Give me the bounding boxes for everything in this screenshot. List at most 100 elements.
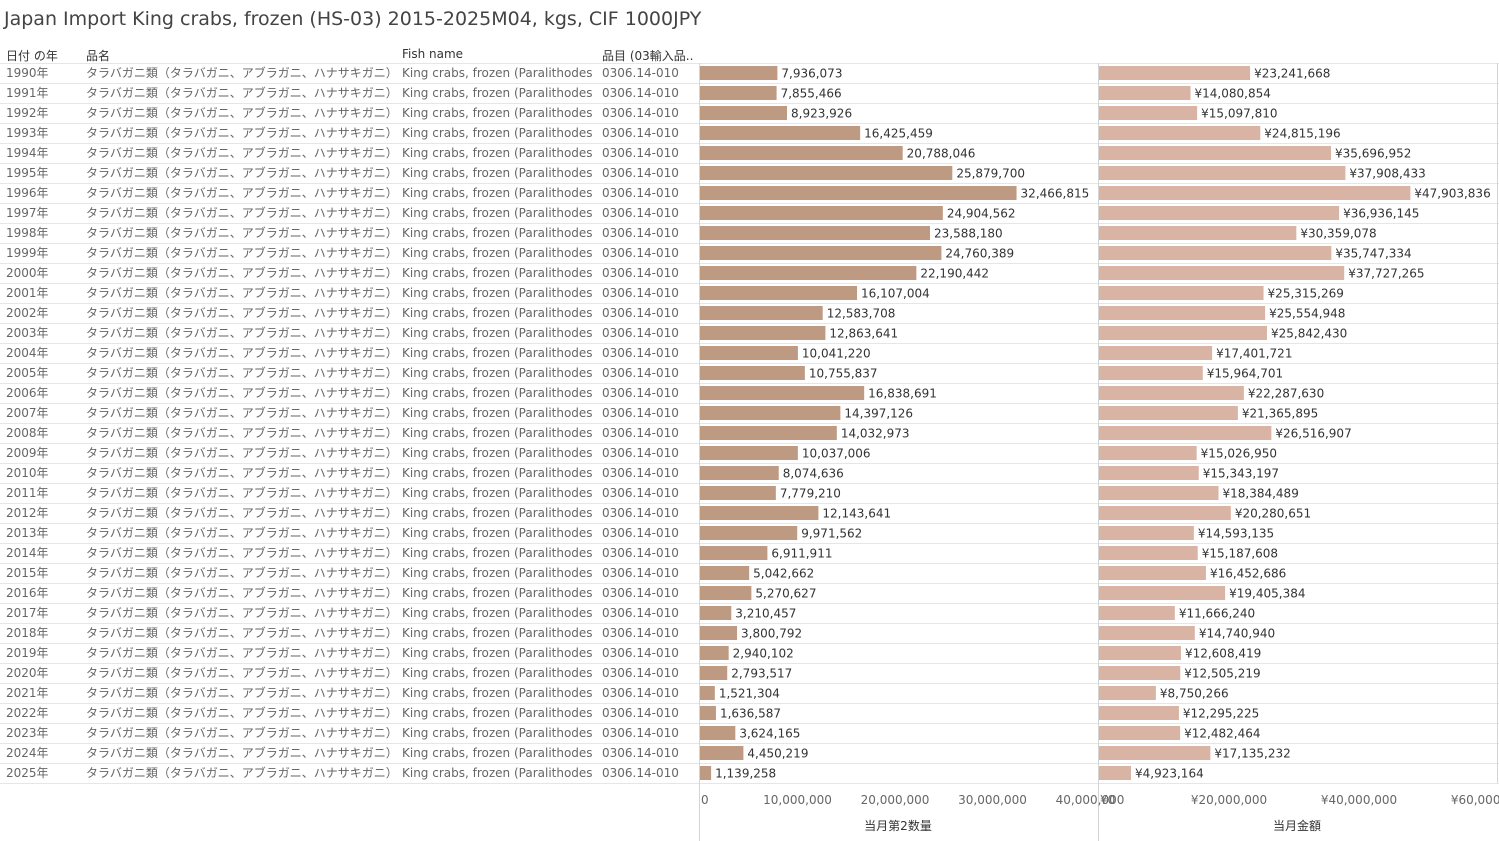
row-divider [0,483,1499,484]
qty-data-label: 5,042,662 [753,567,814,581]
qty-data-label: 7,855,466 [781,87,842,101]
value-bar [1099,426,1272,440]
qty-bar [700,646,729,660]
fish-name-cell: King crabs, frozen (Paralithodes .. [402,406,594,420]
qty-data-label: 10,041,220 [802,347,871,361]
product-cell: タラバガニ類（タラバガニ、アブラガニ、ハナサキガニ）（カニ）、.. [86,386,391,400]
fish-name-cell: King crabs, frozen (Paralithodes .. [402,286,594,300]
row-divider [0,243,1499,244]
fish-name-cell: King crabs, frozen (Paralithodes .. [402,206,594,220]
code-cell: 0306.14-010 [602,446,679,460]
product-cell: タラバガニ類（タラバガニ、アブラガニ、ハナサキガニ）（カニ）、.. [86,86,391,100]
product-cell: タラバガニ類（タラバガニ、アブラガニ、ハナサキガニ）（カニ）、.. [86,506,391,520]
product-cell: タラバガニ類（タラバガニ、アブラガニ、ハナサキガニ）（カニ）、.. [86,446,391,460]
product-cell: タラバガニ類（タラバガニ、アブラガニ、ハナサキガニ）（カニ）、.. [86,626,391,640]
value-data-label: ¥17,401,721 [1216,347,1292,361]
value-data-label: ¥15,187,608 [1202,547,1278,561]
column-header-code[interactable]: 品目 (03輸入品.. [602,49,694,63]
value-bar [1099,546,1198,560]
code-cell: 0306.14-010 [602,526,679,540]
code-cell: 0306.14-010 [602,726,679,740]
code-cell: 0306.14-010 [602,686,679,700]
product-cell: タラバガニ類（タラバガニ、アブラガニ、ハナサキガニ）（カニ）、.. [86,126,391,140]
column-header-fish-name[interactable]: Fish name [402,47,464,61]
value-data-label: ¥47,903,836 [1414,187,1490,201]
fish-name-cell: King crabs, frozen (Paralithodes .. [402,546,594,560]
fish-name-cell: King crabs, frozen (Paralithodes .. [402,426,594,440]
value-tick-label: ¥60,000,000 [1451,793,1499,807]
value-data-label: ¥8,750,266 [1160,687,1229,701]
row-divider [0,103,1499,104]
value-axis-title: 当月金額 [1272,819,1322,833]
code-cell: 0306.14-010 [602,266,679,280]
product-cell: タラバガニ類（タラバガニ、アブラガニ、ハナサキガニ）（カニ）、.. [86,466,391,480]
fish-name-cell: King crabs, frozen (Paralithodes .. [402,726,594,740]
value-bar [1099,66,1251,80]
qty-data-label: 3,624,165 [739,727,800,741]
value-bar [1099,506,1231,520]
year-cell: 2008年 [6,426,49,440]
value-bar [1099,606,1175,620]
row-divider [0,143,1499,144]
qty-bar [700,166,953,180]
year-cell: 2014年 [6,546,49,560]
year-cell: 2000年 [6,266,49,280]
qty-data-label: 24,760,389 [945,247,1014,261]
year-cell: 2023年 [6,726,49,740]
value-bar [1099,666,1181,680]
value-data-label: ¥15,026,950 [1201,447,1277,461]
value-data-label: ¥12,505,219 [1184,667,1260,681]
value-data-label: ¥19,405,384 [1229,587,1305,601]
value-bar [1099,226,1297,240]
product-cell: タラバガニ類（タラバガニ、アブラガニ、ハナサキガニ）（カニ）、.. [86,426,391,440]
qty-bar [700,426,837,440]
value-data-label: ¥15,343,197 [1203,467,1279,481]
row-divider [0,623,1499,624]
qty-bar [700,326,826,340]
qty-data-label: 10,755,837 [809,367,878,381]
value-data-label: ¥14,080,854 [1195,87,1271,101]
year-cell: 2002年 [6,306,49,320]
column-header-year[interactable]: 日付 の年 [6,49,58,63]
value-axis-line [1098,63,1099,841]
qty-data-label: 16,107,004 [861,287,930,301]
qty-data-label: 4,450,219 [747,747,808,761]
value-bar [1099,566,1206,580]
value-bar [1099,466,1199,480]
value-data-label: ¥15,097,810 [1201,107,1277,121]
row-divider [0,223,1499,224]
row-divider [0,123,1499,124]
value-bar [1099,266,1345,280]
qty-bar [700,386,865,400]
product-cell: タラバガニ類（タラバガニ、アブラガニ、ハナサキガニ）（カニ）、.. [86,686,391,700]
qty-data-label: 9,971,562 [801,527,862,541]
value-bar [1099,346,1213,360]
qty-data-label: 22,190,442 [920,267,989,281]
qty-data-label: 10,037,006 [802,447,871,461]
code-cell: 0306.14-010 [602,66,679,80]
product-cell: タラバガニ類（タラバガニ、アブラガニ、ハナサキガニ）（カニ）、.. [86,486,391,500]
qty-bar [700,486,776,500]
qty-bar [700,566,750,580]
value-tick-label: ¥20,000,000 [1191,793,1267,807]
qty-data-label: 1,636,587 [720,707,781,721]
row-divider [0,763,1499,764]
qty-bar [700,466,779,480]
code-cell: 0306.14-010 [602,466,679,480]
qty-data-label: 7,936,073 [781,67,842,81]
year-cell: 2015年 [6,566,49,580]
row-divider [0,743,1499,744]
year-cell: 2025年 [6,766,49,780]
value-data-label: ¥11,666,240 [1179,607,1255,621]
row-divider [0,703,1499,704]
product-cell: タラバガニ類（タラバガニ、アブラガニ、ハナサキガニ）（カニ）、.. [86,286,391,300]
qty-bar [700,406,841,420]
product-cell: タラバガニ類（タラバガニ、アブラガニ、ハナサキガニ）（カニ）、.. [86,106,391,120]
column-header-product[interactable]: 品名 [86,49,111,63]
product-cell: タラバガニ類（タラバガニ、アブラガニ、ハナサキガニ）（カニ）、.. [86,206,391,220]
row-divider [0,183,1499,184]
qty-data-label: 12,143,641 [822,507,891,521]
qty-data-label: 5,270,627 [755,587,816,601]
value-data-label: ¥25,554,948 [1269,307,1345,321]
row-divider [0,363,1499,364]
